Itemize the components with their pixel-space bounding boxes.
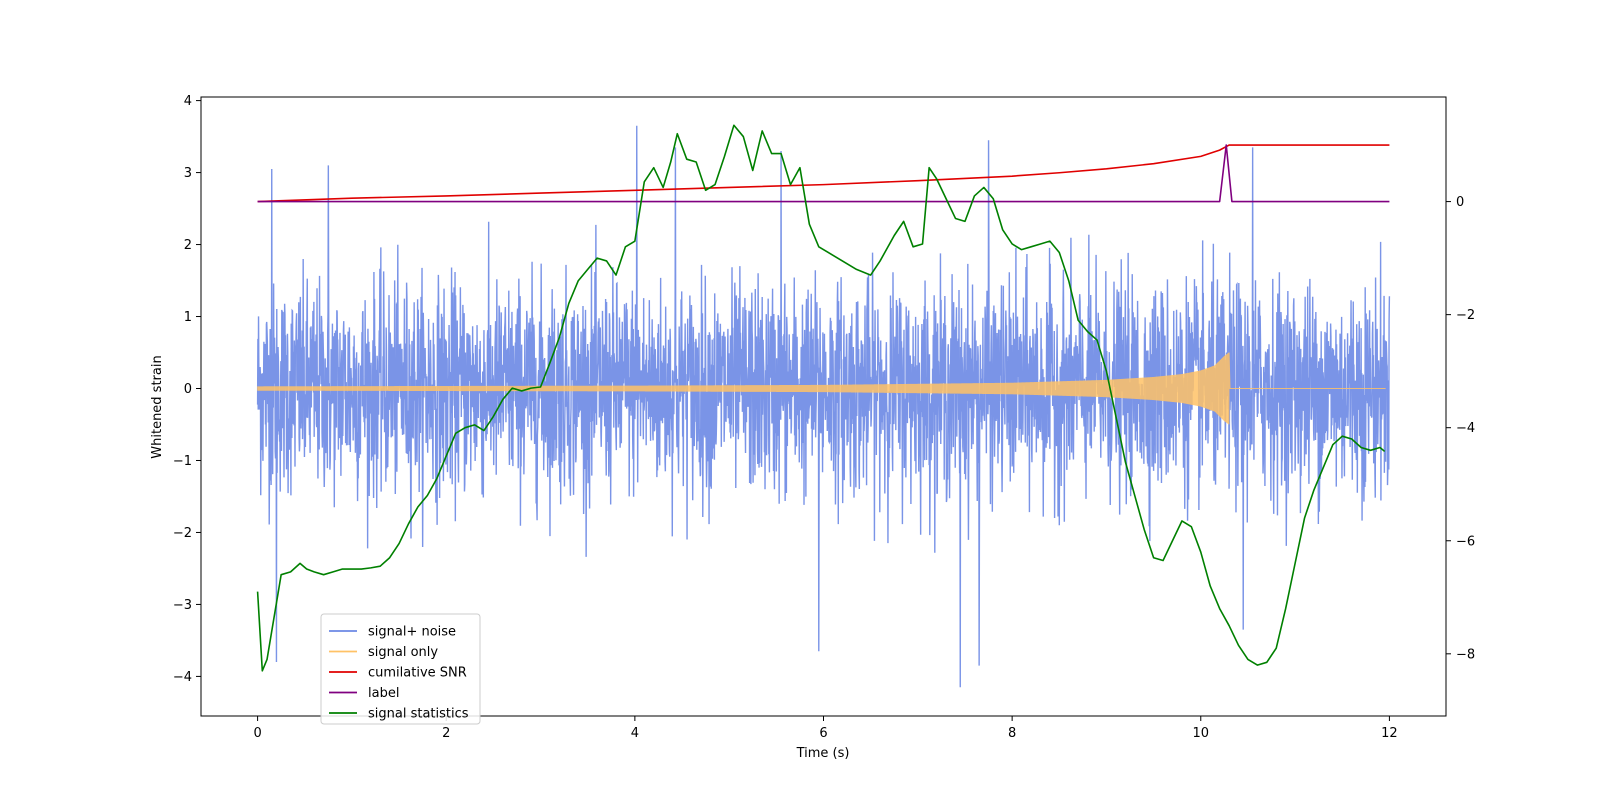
right-y-tick-label: −2 — [1456, 308, 1475, 323]
x-tick-label: 6 — [819, 726, 827, 741]
left-y-axis: 4 3 2 1 0 −1 −2 −3 −4 — [173, 94, 201, 685]
right-y-tick-label: −8 — [1456, 647, 1475, 662]
left-y-tick-label: 0 — [184, 382, 192, 397]
x-tick-label: 12 — [1381, 726, 1398, 741]
x-tick-label: 4 — [631, 726, 639, 741]
legend-box — [320, 613, 481, 725]
right-y-tick-label: 0 — [1456, 195, 1464, 210]
x-axis-label: Time (s) — [796, 746, 850, 761]
left-y-tick-label: 2 — [184, 238, 192, 253]
left-y-tick-label: 3 — [184, 166, 192, 181]
left-y-tick-label: −1 — [173, 454, 192, 469]
series-cumulative-snr-line — [257, 144, 1390, 203]
left-y-tick-label: 4 — [184, 94, 192, 109]
y-axis-label: Whitened strain — [150, 355, 165, 458]
x-tick-label: 0 — [253, 726, 261, 741]
legend: signal+ noise signal only cumilative SNR la… — [320, 613, 481, 725]
left-y-tick-label: −4 — [173, 670, 192, 685]
series-signal-statistics-line — [256, 124, 1386, 672]
legend-entry-label: signal only — [368, 645, 438, 660]
series-signal-only-line — [257, 352, 1386, 425]
x-tick-label: 10 — [1192, 726, 1209, 741]
series-signal-noise-line — [256, 125, 1391, 688]
left-y-tick-label: 1 — [184, 310, 192, 325]
right-y-tick-label: −6 — [1456, 534, 1475, 549]
legend-entry-label: label — [368, 686, 399, 701]
legend-entry-label: signal statistics — [368, 707, 469, 722]
left-y-tick-label: −3 — [173, 598, 192, 613]
right-y-tick-label: −4 — [1456, 421, 1475, 436]
legend-entry-label: cumilative SNR — [368, 666, 467, 681]
x-tick-label: 2 — [442, 726, 450, 741]
right-y-axis: 0 −2 −4 −6 −8 — [1446, 195, 1475, 662]
left-y-tick-label: −2 — [173, 526, 192, 541]
series-label-line — [257, 144, 1390, 203]
x-tick-label: 8 — [1008, 726, 1016, 741]
legend-entry-label: signal+ noise — [368, 625, 456, 640]
series-layer — [256, 124, 1391, 688]
